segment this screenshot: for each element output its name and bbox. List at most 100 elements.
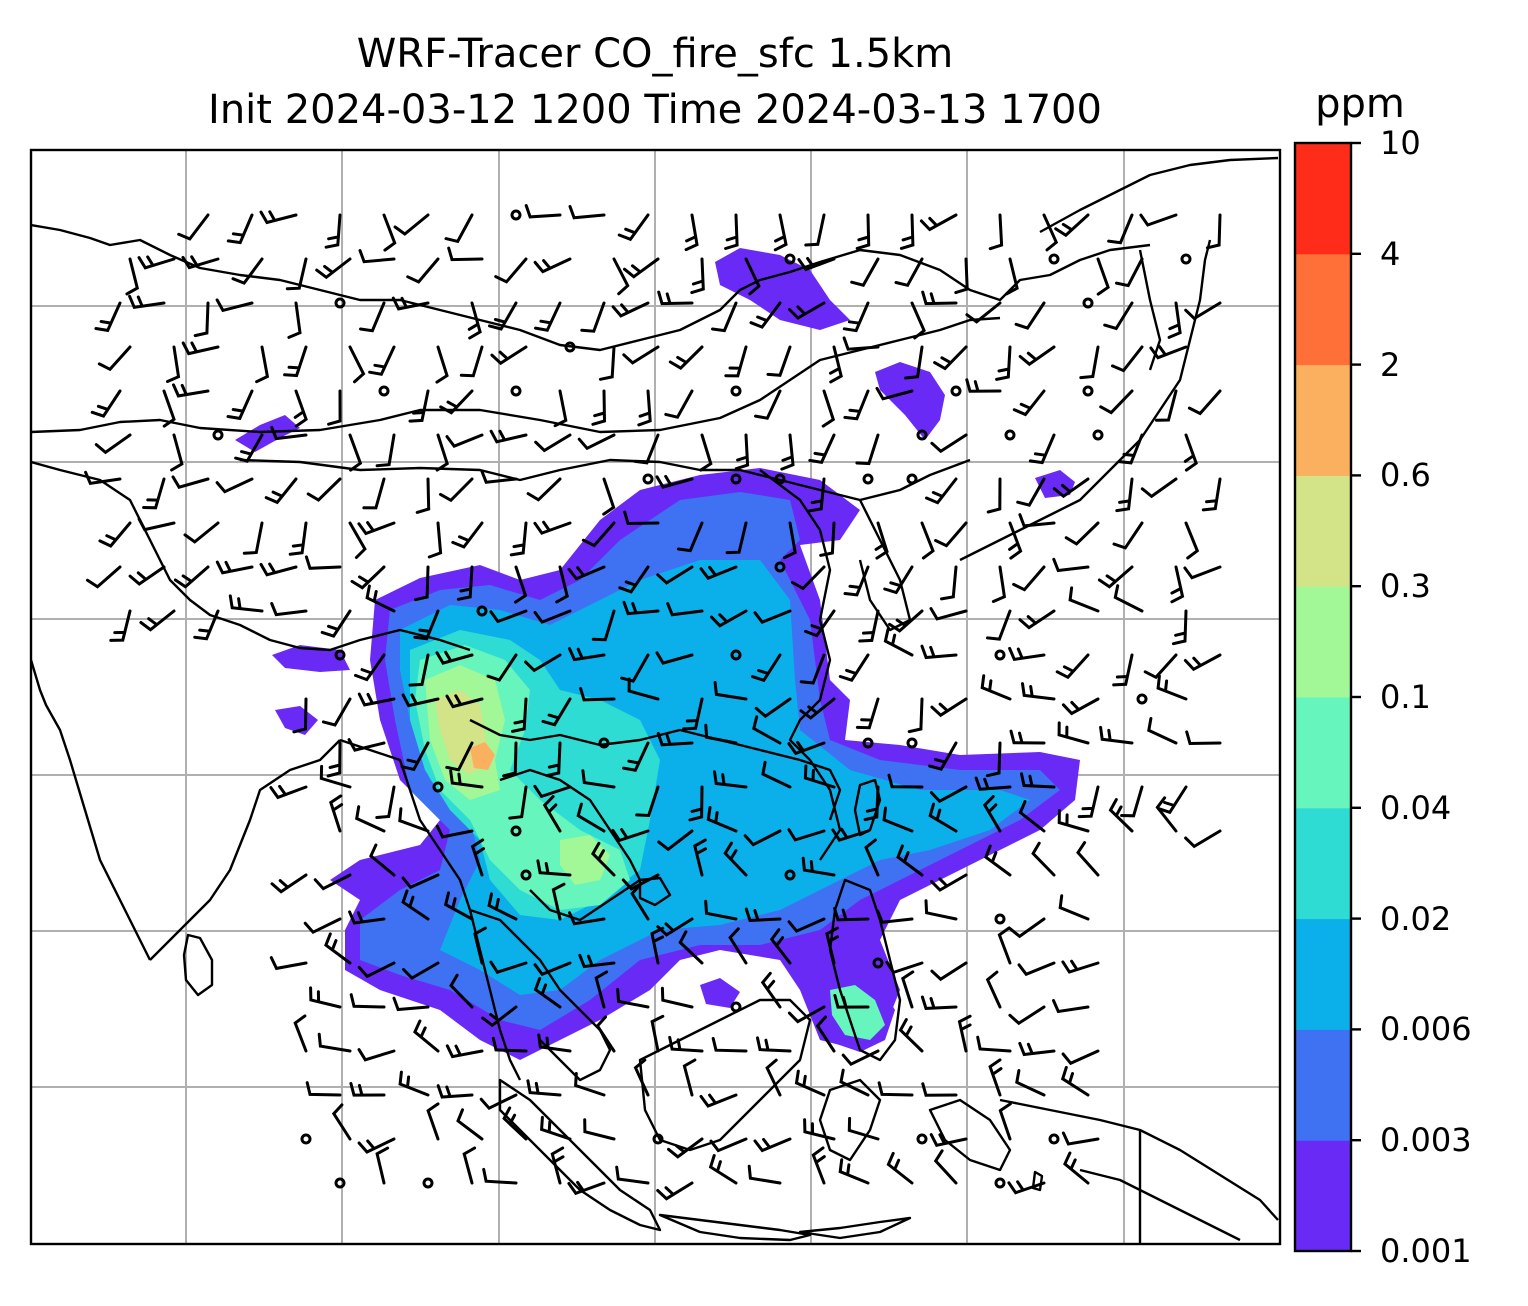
colorbar-tick-label: 0.3 xyxy=(1380,567,1431,606)
wind-barb xyxy=(580,301,606,333)
wind-barb xyxy=(568,647,606,662)
wind-barb xyxy=(255,345,270,384)
wind-barb xyxy=(622,600,660,616)
wind-barb xyxy=(1061,1131,1100,1146)
wind-barb xyxy=(491,1036,528,1053)
calm-wind-marker xyxy=(1048,253,1060,265)
wind-barb xyxy=(711,301,738,333)
wind-barb xyxy=(357,692,396,707)
wind-barb xyxy=(864,838,880,877)
wind-barb xyxy=(928,741,958,771)
wind-barb xyxy=(998,1102,1012,1141)
wind-barb xyxy=(709,1137,748,1153)
wind-barb xyxy=(313,873,352,891)
calm-wind-marker xyxy=(432,781,444,793)
wind-barb xyxy=(842,301,870,333)
wind-barb xyxy=(622,345,660,365)
wind-barb xyxy=(166,345,181,383)
calm-wind-marker xyxy=(334,1177,346,1189)
wind-barb xyxy=(655,651,694,665)
wind-barb xyxy=(327,389,342,426)
wind-barb xyxy=(1112,653,1134,687)
wind-barb xyxy=(1156,674,1188,701)
map-panel xyxy=(31,150,1280,1244)
plume-borneo xyxy=(700,978,740,1008)
wind-barb xyxy=(533,961,572,977)
wind-barb xyxy=(368,345,396,376)
wind-barb xyxy=(618,565,650,594)
border-china-west xyxy=(31,460,471,652)
wind-barb xyxy=(183,521,220,544)
wind-barb xyxy=(533,520,572,535)
calm-wind-marker xyxy=(730,649,742,661)
wind-barb xyxy=(489,429,528,444)
wind-barb xyxy=(1184,301,1222,321)
wind-barb xyxy=(595,1015,616,1053)
colorbar-segment xyxy=(1295,697,1351,809)
wind-barb xyxy=(688,785,704,822)
border-mongolia-south xyxy=(239,458,971,502)
wind-barb xyxy=(982,795,1002,833)
wind-barb xyxy=(319,764,352,789)
wind-barb xyxy=(985,970,1002,1009)
coast-india-west xyxy=(31,659,152,961)
wind-barb xyxy=(1055,653,1090,680)
plume-north-1 xyxy=(715,248,850,330)
wind-barb xyxy=(787,917,826,933)
wind-barb xyxy=(181,255,220,270)
wind-barb xyxy=(1076,841,1100,877)
wind-barb xyxy=(622,741,650,772)
wind-barb xyxy=(1058,894,1090,921)
wind-barb xyxy=(392,996,430,1012)
wind-barb xyxy=(831,827,870,842)
wind-barb xyxy=(401,873,440,890)
wind-barb xyxy=(710,609,748,628)
wind-barb xyxy=(1143,653,1178,680)
wind-barb xyxy=(620,653,650,683)
wind-barb xyxy=(1205,213,1222,250)
wind-barb xyxy=(1008,1005,1046,1026)
calm-wind-marker xyxy=(994,649,1006,661)
wind-barb xyxy=(782,521,797,560)
wind-barb xyxy=(728,927,748,965)
wind-barb xyxy=(579,686,616,702)
coast-far-east xyxy=(1039,156,1279,234)
wind-barb xyxy=(883,627,914,657)
wind-barb xyxy=(502,1106,528,1141)
wind-barb xyxy=(1183,433,1199,472)
wind-barb xyxy=(713,681,748,701)
wind-barb xyxy=(473,926,487,965)
wind-barb xyxy=(162,389,176,428)
wind-barb xyxy=(181,341,220,356)
wind-barb xyxy=(288,521,308,556)
wind-barb xyxy=(1009,729,1046,745)
wind-barb xyxy=(283,345,308,378)
wind-barb xyxy=(664,389,694,419)
wind-barb xyxy=(660,986,694,1009)
wind-barb xyxy=(309,986,342,1009)
wind-barb xyxy=(137,517,176,532)
wind-barb xyxy=(925,477,958,505)
wind-barb xyxy=(1020,772,1056,789)
calm-wind-marker xyxy=(1082,297,1094,309)
wind-barb xyxy=(633,433,660,465)
calm-wind-marker xyxy=(510,209,522,221)
wind-barb xyxy=(637,389,652,427)
wind-barb xyxy=(173,565,210,589)
wind-barb xyxy=(1139,213,1178,227)
wind-barb xyxy=(357,521,396,536)
wind-barb xyxy=(259,210,298,225)
wind-barb xyxy=(215,298,254,313)
coast-taiwan xyxy=(853,778,882,837)
wind-barb xyxy=(1008,646,1046,662)
calm-wind-marker xyxy=(862,473,874,485)
wind-barb xyxy=(514,565,528,604)
wind-barb xyxy=(320,609,352,638)
wind-barb xyxy=(1018,513,1056,528)
wind-barb xyxy=(470,838,485,877)
calm-wind-marker xyxy=(422,1177,434,1189)
wind-barb xyxy=(744,257,761,296)
wind-barb xyxy=(137,255,176,270)
wind-barb xyxy=(1061,959,1100,974)
wind-barb xyxy=(602,477,616,516)
